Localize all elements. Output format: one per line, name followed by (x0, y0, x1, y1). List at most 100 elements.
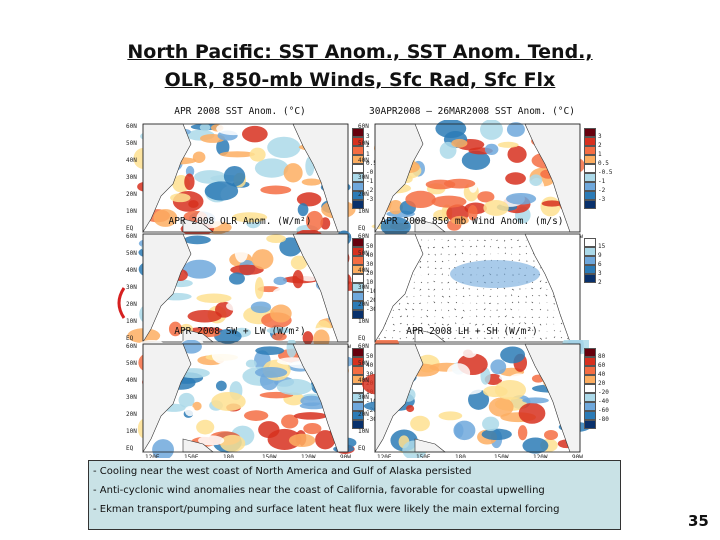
wind-vector (511, 294, 513, 297)
colorbar-swatch (584, 164, 596, 173)
anomaly-region (293, 412, 328, 420)
wind-vector (434, 260, 437, 263)
colorbar-swatch (352, 164, 364, 173)
anomaly-region (220, 434, 246, 452)
colorbar-label: 9 (598, 252, 602, 259)
colorbar-swatch (352, 283, 364, 292)
anomaly-region (219, 151, 255, 158)
colorbar-swatch (352, 375, 364, 384)
colorbar-swatch (352, 182, 364, 191)
colorbar-swatch (352, 348, 364, 357)
anomaly-region (468, 389, 490, 410)
wind-vector (518, 322, 521, 325)
wind-vector (517, 329, 520, 332)
wind-vector (518, 246, 521, 248)
colorbar-swatch (352, 173, 364, 182)
anomaly-region (215, 380, 227, 392)
wind-vector (406, 302, 409, 305)
wind-vector (488, 302, 492, 304)
panel-title: 30APR2008 – 26MAR2008 SST Anom. (°C) (369, 106, 575, 117)
colorbar-swatch (352, 137, 364, 146)
map-plot: 60N50N40N30N20N10NEQ120E150E180150W120W9… (358, 233, 583, 348)
lon-tick-label: 90W (572, 454, 583, 458)
anomaly-region (257, 397, 270, 414)
anomaly-region (490, 359, 507, 375)
colorbar-swatch (584, 182, 596, 191)
colorbar-label: 20 (366, 270, 374, 277)
colorbar-label: 1 (598, 151, 602, 158)
anomaly-region (517, 425, 528, 441)
wind-vector (420, 281, 423, 284)
wind-vector (399, 315, 403, 318)
colorbar-label: 10 (366, 279, 374, 286)
wind-vector (433, 329, 436, 332)
colorbar-swatch (352, 274, 364, 283)
wind-vector (531, 295, 534, 297)
anomaly-region (292, 270, 304, 289)
map-plot: 60N50N40N30N20N10NEQ120E150E180150W120W9… (126, 122, 356, 238)
wind-vector (427, 273, 430, 276)
wind-vector (412, 330, 415, 332)
panel-title: APR 2008 LH + SH (W/m²) (406, 326, 538, 337)
colorbar-label: 60 (598, 362, 606, 369)
anomaly-region (522, 437, 549, 454)
lat-tick-label: 40N (358, 267, 369, 274)
page-number: 35 (688, 512, 709, 530)
wind-vector (447, 245, 450, 248)
wind-vector (517, 295, 520, 297)
lat-tick-label: EQ (358, 225, 366, 232)
anomaly-region (183, 235, 211, 245)
wind-vector (383, 336, 387, 339)
wind-vector (503, 337, 506, 339)
wind-vector (455, 301, 458, 304)
anomaly-region (439, 141, 457, 159)
anomaly-region (541, 200, 563, 207)
colorbar-label: 20 (598, 380, 606, 387)
wind-vector (483, 245, 485, 248)
lat-tick-label: 40N (358, 157, 369, 164)
colorbar-swatch (352, 200, 364, 209)
anomaly-region (196, 419, 215, 435)
anomaly-region (302, 331, 314, 345)
colorbar-swatch (584, 411, 596, 420)
anomaly-region (254, 366, 288, 378)
anomaly-region (518, 137, 531, 146)
anomaly-region (507, 145, 527, 163)
colorbar-label: 50 (366, 353, 374, 360)
anomaly-region (266, 234, 286, 243)
colorbar-swatch (584, 256, 596, 265)
anomaly-region (245, 359, 257, 368)
lat-tick-label: 60N (126, 123, 137, 130)
wind-vector (441, 337, 444, 339)
colorbar-swatch (584, 137, 596, 146)
anomaly-region (380, 216, 411, 237)
olr-anomaly-panel: APR 2008 OLR Anom. (W/m²) 60N 50N 40N 30N 20… (125, 216, 377, 348)
lat-tick-label: 40N (126, 157, 137, 164)
wind-vector (448, 309, 450, 312)
wind-vector (461, 316, 464, 319)
anomaly-region (234, 240, 249, 263)
emphasis-bracket (117, 287, 126, 319)
wind-vector (441, 316, 444, 319)
wind-vector (427, 253, 430, 255)
lat-tick-label: 60N (126, 343, 137, 350)
colorbar-swatch (584, 384, 596, 393)
wind-vector (539, 308, 542, 311)
wind-vector (538, 295, 541, 297)
lat-tick-label: 10N (358, 208, 369, 215)
colorbar-swatch (352, 357, 364, 366)
colorbar-swatch (584, 357, 596, 366)
wind-vector (553, 330, 555, 332)
wind-vector (483, 330, 485, 333)
colorbar-label: -0.5 (366, 169, 381, 176)
wind-vector (510, 238, 513, 241)
colorbar-label: 6 (598, 261, 602, 268)
anomaly-region (249, 147, 266, 162)
anomaly-region (431, 195, 467, 208)
wind-vector (531, 281, 534, 284)
lat-tick-label: 30N (126, 394, 137, 401)
wind-vector (399, 302, 401, 305)
colorbar-swatch (352, 292, 364, 301)
anomaly-region (153, 209, 178, 227)
